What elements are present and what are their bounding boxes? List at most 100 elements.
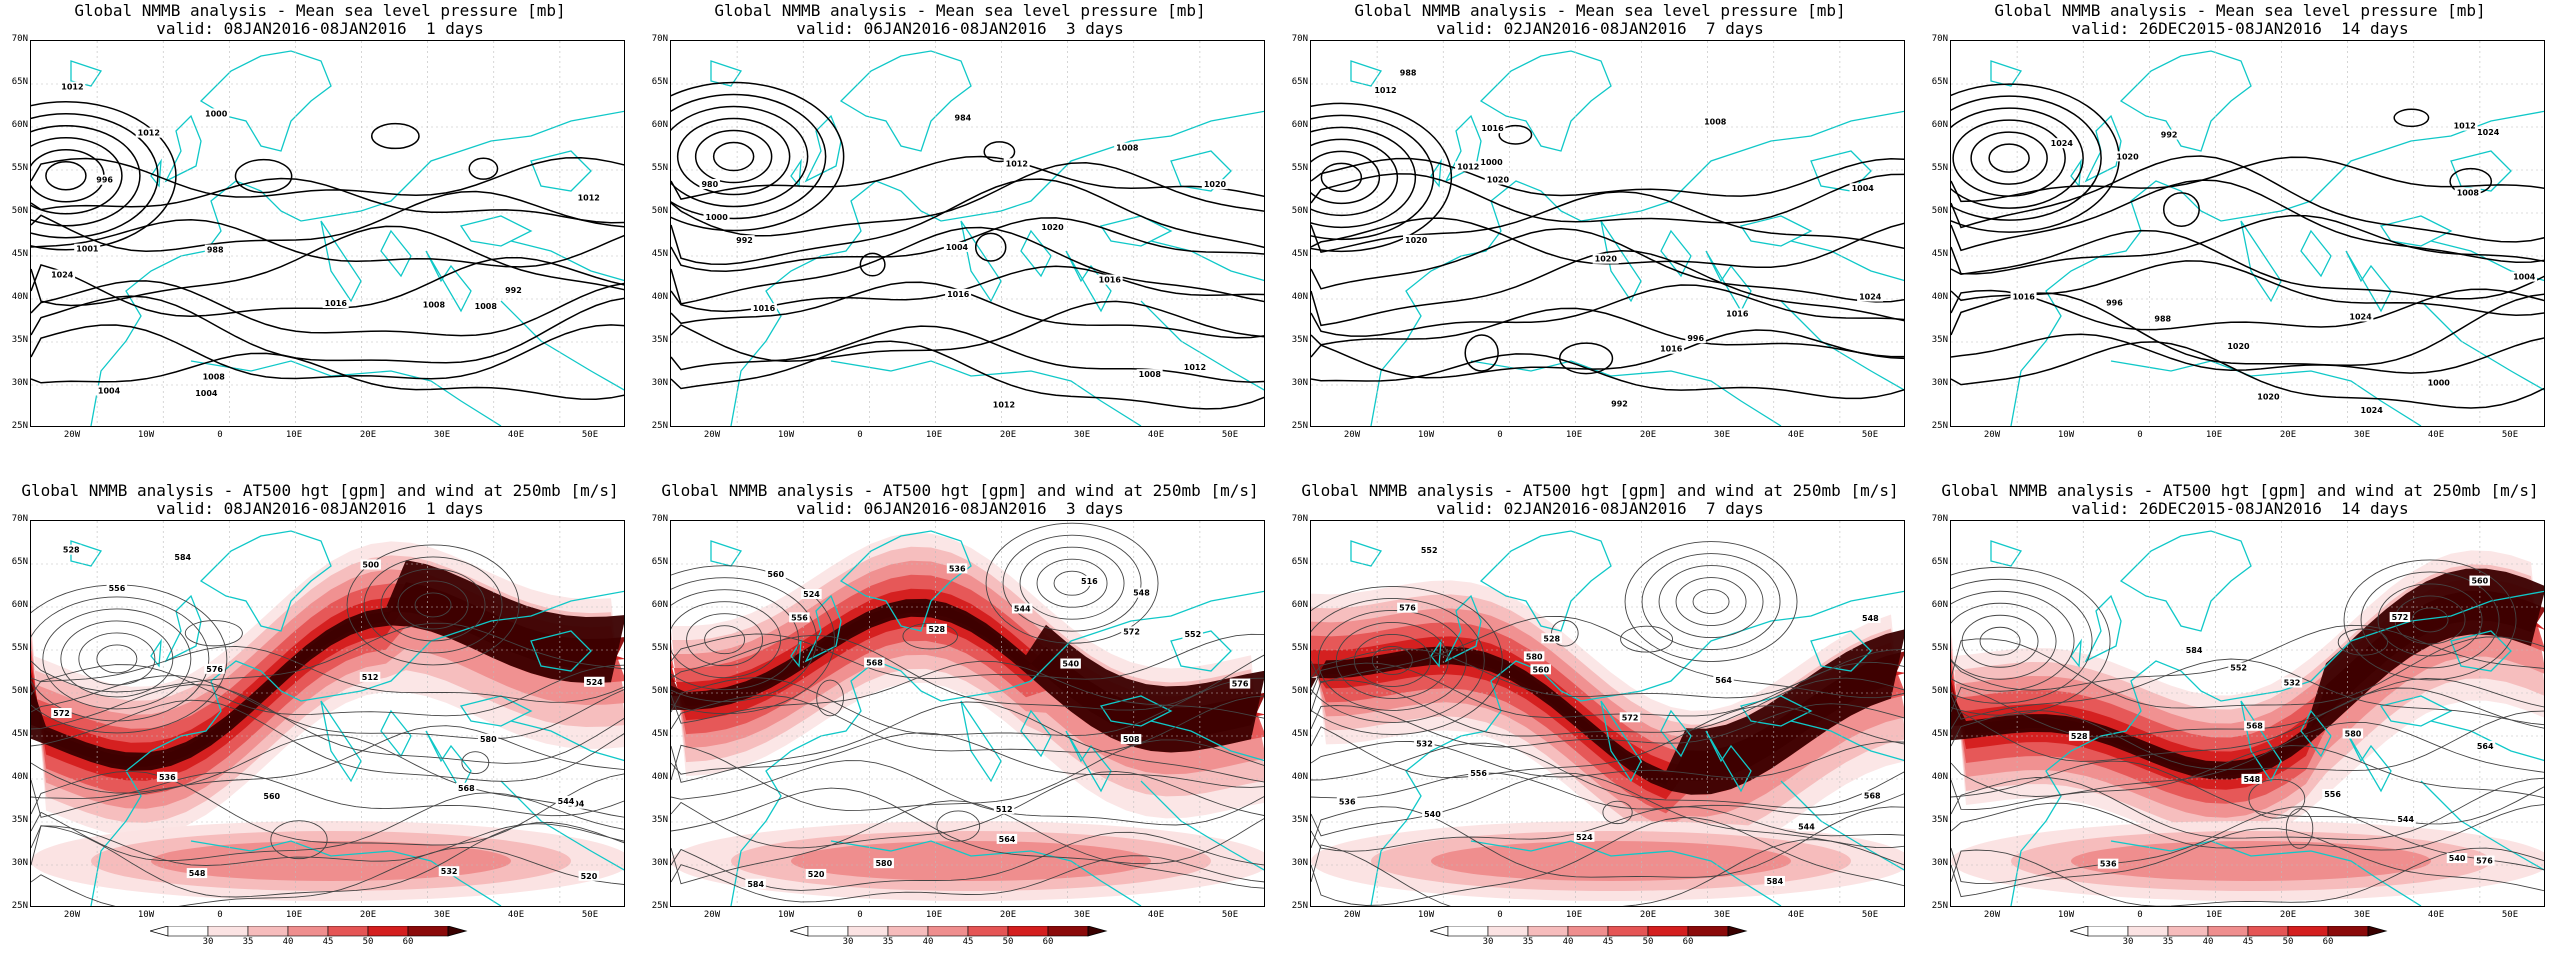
contour-label: 572 (2392, 613, 2409, 622)
colorbar-tick: 40 (2202, 937, 2214, 947)
contour-label: 1024 (2349, 312, 2372, 321)
longitude-label: 40E (2427, 910, 2445, 920)
longitude-label: 20W (1343, 910, 1361, 920)
contour-label-bg (472, 300, 499, 311)
colorbar-tick: 40 (922, 937, 934, 947)
latitude-label: 40N (11, 292, 28, 302)
contour-label: 988 (207, 246, 224, 255)
contour-label: 556 (109, 584, 126, 593)
colorbar-tick: 45 (322, 937, 334, 947)
contour-label-bg (1229, 678, 1251, 689)
contour-label: 1001 (76, 245, 99, 254)
contour-label-bg (765, 569, 786, 580)
contour-label: 1012 (2454, 122, 2476, 131)
latitude-label: 45N (1931, 729, 1948, 739)
map-plot-area: 532 528 524 512 504 500 520 536 544 548 556 560 568 5… (30, 520, 625, 907)
contour-label: 992 (736, 236, 753, 245)
contour-label-bg (1011, 603, 1033, 614)
latitude-label: 50N (651, 686, 668, 696)
contour-label-bg (477, 733, 499, 744)
latitude-label: 50N (11, 686, 28, 696)
contour-label-bg (2454, 187, 2481, 198)
longitude-label: 0 (857, 430, 863, 440)
contour-label: 1012 (993, 400, 1015, 409)
latitude-label: 25N (1291, 901, 1308, 911)
contour-label: 520 (808, 870, 825, 879)
contour-label: 1012 (61, 83, 83, 92)
map-panel-mslp-7: Global NMMB analysis - Mean sea level pr… (1280, 0, 1920, 480)
contour-label: 524 (1576, 833, 1593, 842)
contour-label: 1004 (946, 243, 969, 252)
contour-label: 1020 (1041, 223, 1064, 232)
colorbar-tick: 60 (402, 937, 414, 947)
wind-colorbar: 30 35 40 45 50 60 (2068, 925, 2390, 952)
contour-label-bg (1468, 768, 1489, 779)
longitude-label: 20E (999, 430, 1017, 440)
contour-label-bg (74, 243, 101, 254)
contour-label-bg (455, 782, 477, 793)
contour-label: 988 (1400, 68, 1417, 77)
contour-label-bg (1713, 674, 1734, 685)
contour-label: 528 (928, 625, 945, 634)
wind-colorbar: 30 35 40 45 50 60 (788, 925, 1110, 952)
contour-label: 564 (1715, 676, 1732, 685)
contour-label: 1000 (205, 109, 228, 118)
colorbar-tick: 60 (1042, 937, 1054, 947)
longitude-label: 0 (1497, 430, 1503, 440)
contour-label-bg (1397, 67, 1419, 78)
colorbar-tick: 45 (962, 937, 974, 947)
longitude-label: 20E (2279, 910, 2297, 920)
contour-label: 1020 (1405, 236, 1428, 245)
contour-label: 572 (1123, 627, 1140, 636)
latitude-label: 65N (1931, 77, 1948, 87)
longitude-label: 10W (777, 430, 795, 440)
contour-label: 1000 (1480, 158, 1503, 167)
contour-label: 1000 (2428, 378, 2451, 387)
contour-label-bg (204, 244, 226, 255)
longitude-label: 10E (285, 430, 303, 440)
latitude-label: 70N (651, 514, 668, 524)
contour-label-bg (106, 582, 128, 593)
panel-title: Global NMMB analysis - Mean sea level pr… (74, 1, 566, 20)
longitude-label: 20E (999, 910, 1017, 920)
contour-label: 560 (263, 792, 280, 801)
map-panel-mslp-1: Global NMMB analysis - Mean sea level pr… (0, 0, 640, 480)
contour-label-bg (360, 559, 381, 570)
contour-label: 548 (1133, 589, 1150, 598)
contour-label: 544 (1798, 822, 1815, 831)
longitude-label: 30E (433, 430, 451, 440)
contour-label-bg (1060, 658, 1081, 669)
contour-label-bg (2244, 720, 2265, 731)
latitude-label: 40N (1931, 772, 1948, 782)
contour-label: 580 (480, 735, 497, 744)
contour-label: 1008 (1139, 370, 1162, 379)
contour-label: 1008 (203, 373, 226, 382)
contour-label: 996 (96, 176, 113, 185)
colorbar-tick: 50 (1642, 937, 1654, 947)
latitude-label: 60N (651, 120, 668, 130)
contour-label-bg (438, 866, 460, 877)
latitude-label: 65N (1291, 557, 1308, 567)
latitude-label: 70N (1931, 514, 1948, 524)
panel-valid-period: valid: 26DEC2015-08JAN2016 14 days (2071, 499, 2409, 518)
contour-label-bg (1764, 875, 1785, 886)
longitude-label: 50E (1861, 430, 1879, 440)
latitude-label: 30N (1291, 378, 1308, 388)
longitude-label: 50E (1861, 910, 1879, 920)
contour-label: 992 (1611, 400, 1628, 409)
contour-label-bg (186, 868, 208, 879)
latitude-label: 25N (651, 421, 668, 431)
contour-label-bg (1181, 361, 1208, 372)
contour-label: 1016 (753, 304, 776, 313)
contour-label: 540 (2449, 854, 2466, 863)
longitude-label: 20E (359, 910, 377, 920)
contour-label-bg (1484, 174, 1511, 185)
contour-label-bg (51, 708, 72, 719)
longitude-label: 30E (2353, 910, 2371, 920)
latitude-label: 70N (11, 34, 28, 44)
map-plot-area: 1024 1020 1016 1012 1008 1004 1000 996 992 988 102… (1950, 40, 2545, 427)
colorbar-tick: 60 (2322, 937, 2334, 947)
contour-label: 552 (1421, 546, 1438, 555)
contour-label-bg (261, 790, 282, 801)
latitude-label: 25N (1931, 901, 1948, 911)
